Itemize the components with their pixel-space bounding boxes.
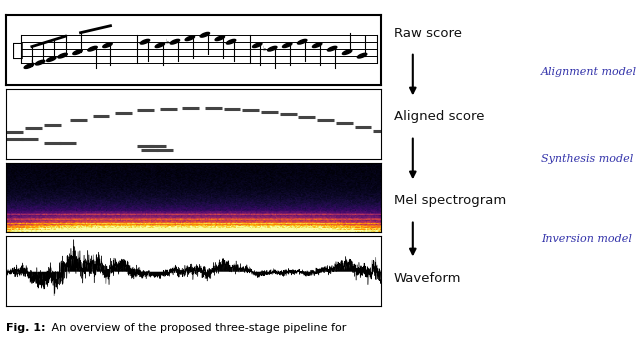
Ellipse shape: [73, 50, 82, 54]
Ellipse shape: [253, 43, 262, 48]
Ellipse shape: [282, 43, 292, 48]
Text: Inversion model: Inversion model: [541, 235, 632, 244]
Text: ♭: ♭: [31, 59, 34, 66]
Ellipse shape: [268, 46, 277, 51]
Text: An overview of the proposed three-stage pipeline for: An overview of the proposed three-stage …: [48, 323, 346, 333]
Ellipse shape: [215, 36, 225, 40]
Ellipse shape: [312, 43, 322, 48]
Text: Waveform: Waveform: [394, 272, 461, 285]
Text: Synthesis model: Synthesis model: [541, 154, 633, 164]
Ellipse shape: [35, 60, 45, 65]
Text: Raw score: Raw score: [394, 27, 461, 39]
Ellipse shape: [185, 36, 195, 40]
Ellipse shape: [156, 43, 164, 48]
Text: 𝄞: 𝄞: [12, 40, 24, 60]
Text: Mel spectrogram: Mel spectrogram: [394, 194, 506, 207]
Text: ♭: ♭: [166, 39, 169, 45]
Ellipse shape: [200, 32, 209, 37]
Ellipse shape: [140, 39, 150, 44]
Text: Alignment model: Alignment model: [541, 67, 637, 76]
Ellipse shape: [24, 64, 33, 68]
Text: Fig. 1:: Fig. 1:: [6, 323, 46, 333]
Ellipse shape: [227, 39, 236, 44]
Ellipse shape: [298, 39, 307, 44]
Ellipse shape: [58, 53, 67, 58]
Ellipse shape: [357, 53, 367, 58]
Ellipse shape: [47, 57, 56, 62]
Ellipse shape: [328, 46, 337, 51]
Ellipse shape: [103, 43, 112, 48]
Text: Aligned score: Aligned score: [394, 110, 484, 123]
Ellipse shape: [88, 46, 97, 51]
Ellipse shape: [170, 39, 180, 44]
Ellipse shape: [342, 50, 352, 54]
Text: ♭: ♭: [263, 46, 266, 52]
